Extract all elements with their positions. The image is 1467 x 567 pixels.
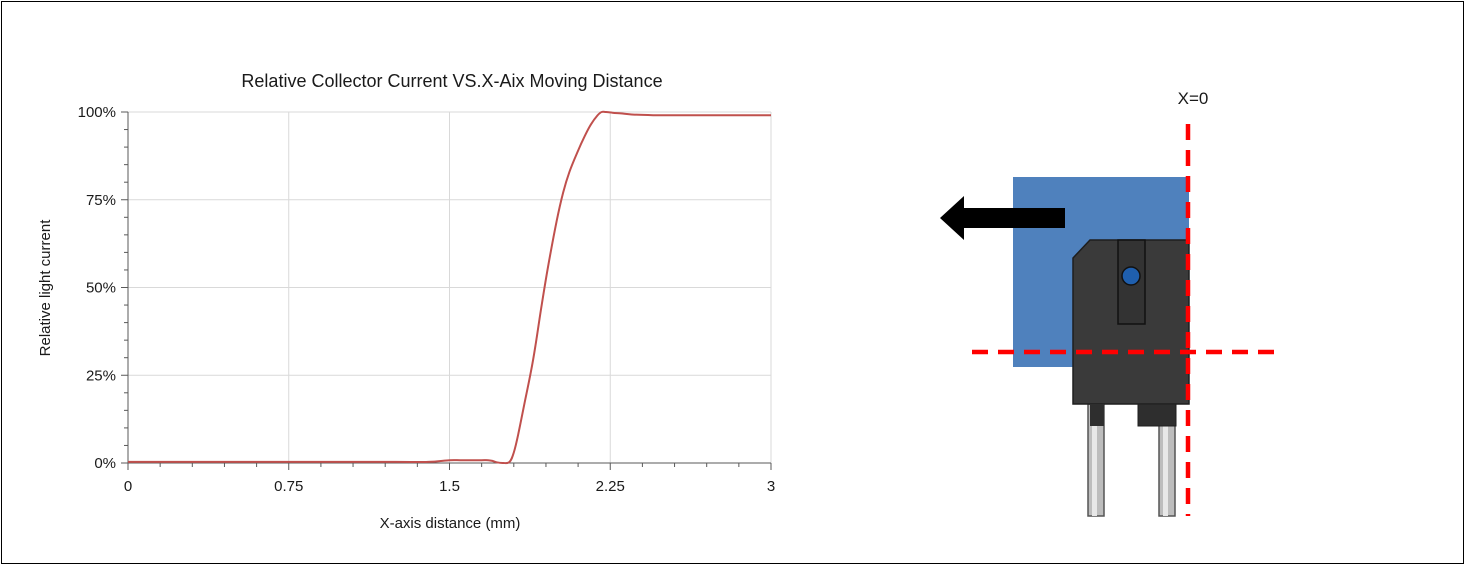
chart-axes: [121, 111, 772, 470]
x-tick-label: 0.75: [274, 478, 303, 495]
y-axis-label: Relative light current: [37, 219, 54, 357]
sensor-lens: [1121, 266, 1141, 286]
sensor-body: [1072, 239, 1190, 427]
x-tick-label: 2.25: [596, 478, 625, 495]
y-tick-label: 75%: [86, 192, 116, 209]
sensor-pin-left-highlight: [1092, 404, 1097, 516]
chart-title: Relative Collector Current VS.X-Aix Movi…: [241, 71, 662, 91]
series-line-0: [127, 110, 771, 465]
y-tick-label: 100%: [78, 104, 116, 121]
sensor-pins: [1087, 403, 1176, 517]
y-tick-label: 25%: [86, 367, 116, 384]
x-tick-label: 3: [767, 478, 775, 495]
sensor-foot: [1137, 403, 1177, 427]
x-tick-labels: 0 0.75 1.5 2.25 3: [124, 478, 775, 495]
x-tick-label: 1.5: [439, 478, 460, 495]
sensor-pin-right-highlight: [1163, 404, 1168, 516]
chart-gridlines: [128, 111, 772, 463]
y-tick-labels: 0% 25% 50% 75% 100%: [78, 104, 116, 472]
y-tick-label: 50%: [86, 280, 116, 297]
x-axis-label: X-axis distance (mm): [380, 515, 521, 532]
left-arrow-icon: [940, 196, 1065, 240]
x-tick-label: 0: [124, 478, 132, 495]
sensor-foot-left: [1090, 404, 1104, 426]
x-zero-label: X=0: [1178, 89, 1209, 108]
chart-series: [127, 110, 771, 465]
y-tick-label: 0%: [94, 455, 116, 472]
